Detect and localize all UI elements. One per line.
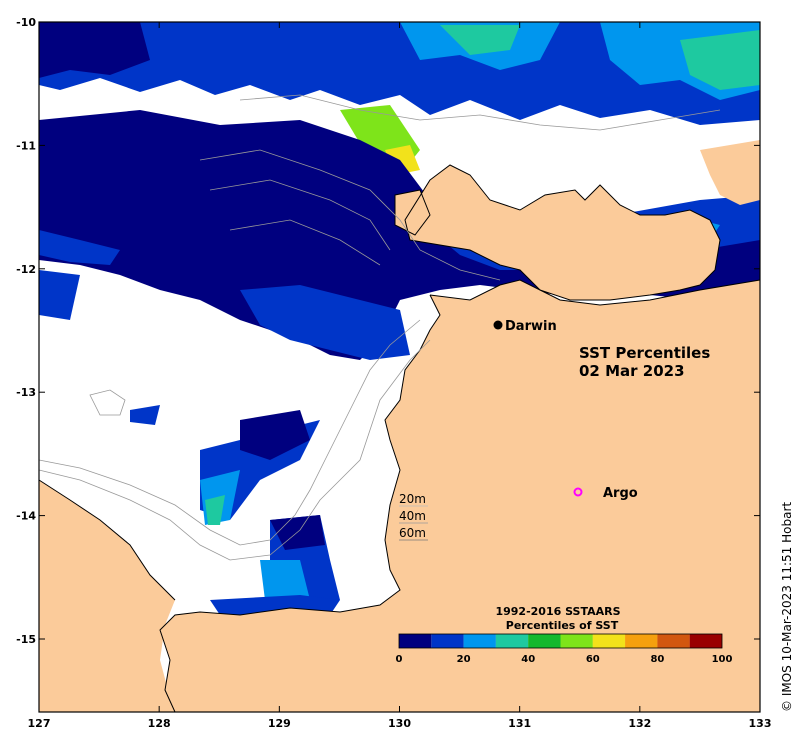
contour-label-20m: 20m — [399, 492, 426, 506]
colorbar-tick-label: 100 — [712, 654, 733, 665]
y-tick-label: -12 — [16, 263, 36, 276]
y-tick-label: -14 — [16, 510, 36, 523]
y-tick-label: -15 — [16, 633, 36, 646]
coastline-layer — [38, 164, 761, 713]
x-tick-label: 131 — [508, 717, 531, 730]
colorbar-tick-label: 20 — [457, 654, 471, 665]
contour-label-60m: 60m — [399, 526, 426, 540]
colorbar-swatch — [399, 634, 432, 648]
colorbar-swatch — [528, 634, 561, 648]
x-axis: 127 128 129 130 131 132 133 — [28, 22, 772, 730]
contour-label-40m: 40m — [399, 509, 426, 523]
colorbar-swatch — [592, 634, 626, 648]
colorbar-swatch — [625, 634, 658, 648]
y-tick-label: -11 — [16, 139, 36, 152]
colorbar-tick-label: 0 — [396, 654, 403, 665]
x-tick-label: 128 — [148, 717, 171, 730]
colorbar-tick-label: 80 — [650, 654, 664, 665]
y-tick-label: -10 — [16, 16, 36, 29]
x-tick-label: 130 — [388, 717, 411, 730]
darwin-marker — [493, 320, 503, 330]
x-tick-label: 133 — [749, 717, 772, 730]
bathymetry-contours — [38, 94, 721, 561]
colorbar-swatch — [431, 634, 464, 648]
x-tick-label: 129 — [268, 717, 291, 730]
colorbar — [398, 633, 723, 649]
map-title-line2: 02 Mar 2023 — [579, 362, 685, 380]
legend-title-line1: 1992-2016 SSTAARS — [495, 605, 620, 618]
colorbar-frame — [398, 633, 723, 649]
percentile-legend: 1992-2016 SSTAARS Percentiles of SST 0 20… — [396, 605, 733, 665]
colorbar-swatch — [560, 634, 593, 648]
land-layer — [39, 140, 760, 712]
colorbar-tick-label: 40 — [521, 654, 535, 665]
y-axis: -10 -11 -12 -13 -14 -15 — [16, 16, 760, 646]
x-tick-label: 127 — [28, 717, 51, 730]
colorbar-swatch — [495, 634, 529, 648]
copyright-text: © IMOS 10-Mar-2023 11:51 Hobart — [780, 502, 794, 712]
colorbar-ticks: 0 20 40 60 80 100 — [396, 654, 733, 665]
legend-title-line2: Percentiles of SST — [506, 619, 619, 632]
argo-marker — [573, 487, 583, 497]
y-tick-label: -13 — [16, 386, 36, 399]
colorbar-swatch — [463, 634, 496, 648]
colorbar-swatch — [689, 634, 722, 648]
colorbar-swatch — [657, 634, 690, 648]
argo-label: Argo — [603, 486, 638, 501]
x-tick-label: 132 — [628, 717, 651, 730]
map-title-line1: SST Percentiles — [579, 344, 710, 362]
contour-legend: 20m 40m 60m — [399, 492, 428, 541]
darwin-label: Darwin — [505, 319, 557, 334]
colorbar-tick-label: 60 — [586, 654, 600, 665]
